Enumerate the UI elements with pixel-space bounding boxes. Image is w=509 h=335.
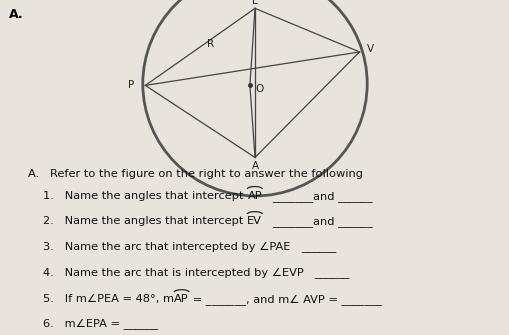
Text: P: P <box>128 80 134 90</box>
Text: EV: EV <box>247 216 262 226</box>
Text: A.: A. <box>9 8 24 21</box>
Text: 3.   Name the arc that intercepted by ∠PAE: 3. Name the arc that intercepted by ∠PAE <box>43 242 290 252</box>
Text: AP: AP <box>247 191 262 201</box>
Text: 2.   Name the angles that intercept: 2. Name the angles that intercept <box>43 216 247 226</box>
Text: ______: ______ <box>303 268 349 278</box>
Text: 4.   Name the arc that is intercepted by ∠EVP: 4. Name the arc that is intercepted by ∠… <box>43 268 303 278</box>
Text: 6.   m∠EPA = ______: 6. m∠EPA = ______ <box>43 318 158 329</box>
Text: E: E <box>251 0 258 6</box>
Text: O: O <box>254 84 263 94</box>
Text: A: A <box>251 161 258 171</box>
Text: 1.   Name the angles that intercept: 1. Name the angles that intercept <box>43 191 247 201</box>
Text: = _______, and m∠ AVP = _______: = _______, and m∠ AVP = _______ <box>189 294 381 305</box>
Text: _______and ______: _______and ______ <box>262 191 372 202</box>
Text: R: R <box>207 39 214 49</box>
Text: ______: ______ <box>290 242 335 252</box>
Text: 5.   If m∠PEA = 48°, m: 5. If m∠PEA = 48°, m <box>43 294 174 304</box>
Text: V: V <box>366 44 374 54</box>
Text: _______and ______: _______and ______ <box>262 216 372 227</box>
Text: A.   Refer to the figure on the right to answer the following: A. Refer to the figure on the right to a… <box>28 169 362 179</box>
Text: AP: AP <box>174 294 189 304</box>
